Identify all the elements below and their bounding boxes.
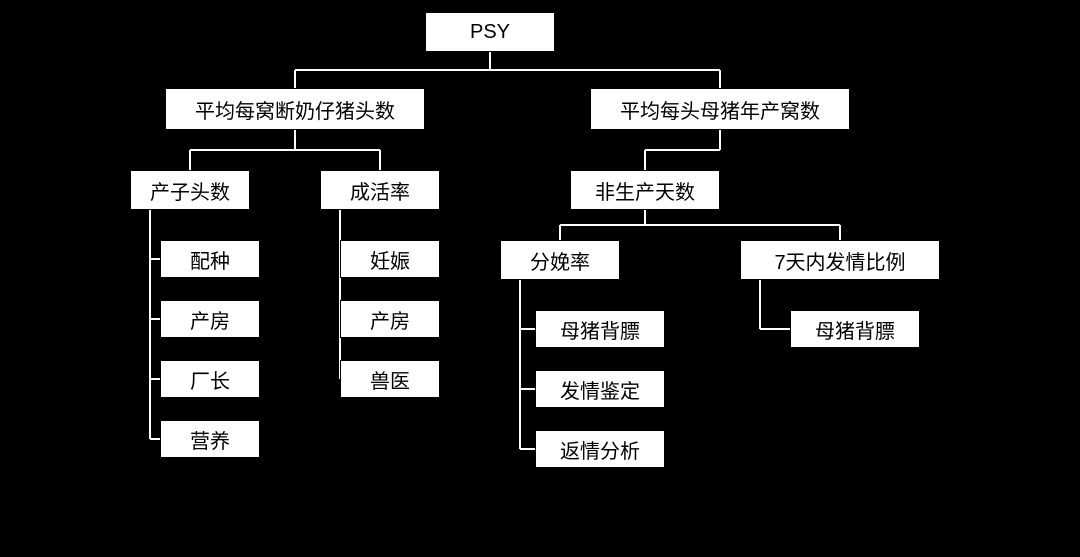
tree-node-l4a3: 厂长 xyxy=(160,360,260,398)
tree-node-l3c: 非生产天数 xyxy=(570,170,720,210)
tree-node-label: 成活率 xyxy=(350,176,410,205)
tree-node-l4d: 7天内发情比例 xyxy=(740,240,940,280)
tree-node-l3b: 成活率 xyxy=(320,170,440,210)
tree-node-label: 产房 xyxy=(190,305,230,334)
tree-node-label: 非生产天数 xyxy=(595,176,695,205)
tree-node-l5c3: 返情分析 xyxy=(535,430,665,468)
tree-node-label: 厂长 xyxy=(190,365,230,394)
tree-node-l5d1: 母猪背膘 xyxy=(790,310,920,348)
tree-node-l4b2: 产房 xyxy=(340,300,440,338)
tree-node-label: 分娩率 xyxy=(530,246,590,275)
tree-node-l3a: 产子头数 xyxy=(130,170,250,210)
tree-node-label: 母猪背膘 xyxy=(560,315,640,344)
tree-node-root: PSY xyxy=(425,12,555,52)
tree-node-label: 营养 xyxy=(190,425,230,454)
tree-node-label: 母猪背膘 xyxy=(815,315,895,344)
tree-node-label: PSY xyxy=(470,21,510,44)
tree-node-label: 产房 xyxy=(370,305,410,334)
tree-node-l4b3: 兽医 xyxy=(340,360,440,398)
tree-node-l2a: 平均每窝断奶仔猪头数 xyxy=(165,88,425,130)
tree-node-label: 平均每头母猪年产窝数 xyxy=(620,95,820,124)
tree-node-label: 7天内发情比例 xyxy=(774,246,905,275)
tree-node-label: 妊娠 xyxy=(370,245,410,274)
tree-node-l4b1: 妊娠 xyxy=(340,240,440,278)
tree-node-l4a2: 产房 xyxy=(160,300,260,338)
tree-node-label: 产子头数 xyxy=(150,176,230,205)
tree-node-label: 平均每窝断奶仔猪头数 xyxy=(195,95,395,124)
tree-node-l4c: 分娩率 xyxy=(500,240,620,280)
tree-node-l2b: 平均每头母猪年产窝数 xyxy=(590,88,850,130)
tree-node-l5c1: 母猪背膘 xyxy=(535,310,665,348)
tree-node-label: 兽医 xyxy=(370,365,410,394)
tree-node-label: 发情鉴定 xyxy=(560,375,640,404)
tree-node-label: 返情分析 xyxy=(560,435,640,464)
tree-node-label: 配种 xyxy=(190,245,230,274)
tree-node-l4a4: 营养 xyxy=(160,420,260,458)
tree-node-l5c2: 发情鉴定 xyxy=(535,370,665,408)
tree-node-l4a1: 配种 xyxy=(160,240,260,278)
